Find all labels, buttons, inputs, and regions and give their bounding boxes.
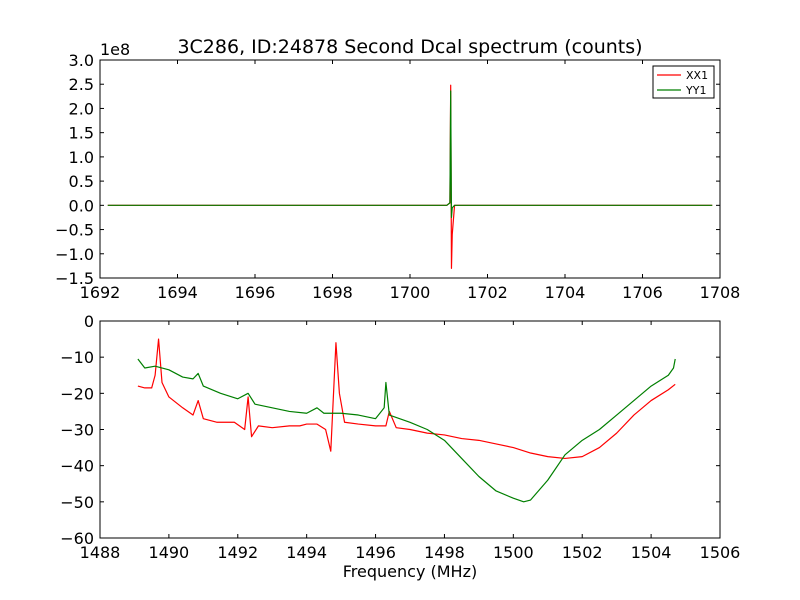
x-tick-label-1-1: 1490 — [149, 543, 190, 562]
x-tick-label-0-6: 1704 — [545, 283, 586, 302]
y-tick-label-1-2: −40 — [60, 457, 94, 476]
x-tick-label-1-5: 1498 — [424, 543, 465, 562]
x-tick-label-0-0: 1692 — [80, 283, 121, 302]
x-tick-label-1-3: 1494 — [286, 543, 327, 562]
x-tick-label-0-2: 1696 — [235, 283, 276, 302]
x-tick-label-1-8: 1504 — [631, 543, 672, 562]
x-tick-label-0-4: 1700 — [390, 283, 431, 302]
x-tick-label-1-7: 1502 — [562, 543, 603, 562]
legend-label-0: XX1 — [686, 69, 708, 82]
y-tick-label-0-0: −1.5 — [55, 269, 94, 288]
series-line-0-0 — [107, 84, 713, 269]
x-tick-label-0-7: 1706 — [622, 283, 663, 302]
y-tick-label-1-4: −20 — [60, 384, 94, 403]
y-scale-label: 1e8 — [100, 40, 130, 59]
x-tick-label-1-0: 1488 — [80, 543, 121, 562]
x-tick-label-0-8: 1708 — [700, 283, 741, 302]
x-tick-label-1-6: 1500 — [493, 543, 534, 562]
x-tick-label-0-5: 1702 — [467, 283, 508, 302]
y-tick-label-1-3: −30 — [60, 421, 94, 440]
x-axis-label: Frequency (MHz) — [343, 562, 477, 581]
y-tick-label-0-4: 0.5 — [69, 172, 94, 191]
x-tick-label-0-1: 1694 — [157, 283, 198, 302]
x-tick-label-1-4: 1496 — [355, 543, 396, 562]
y-tick-label-0-8: 2.5 — [69, 75, 94, 94]
series-line-1-1 — [137, 358, 676, 503]
legend-label-1: YY1 — [685, 84, 706, 97]
x-tick-label-1-2: 1492 — [217, 543, 258, 562]
y-tick-label-1-6: 0 — [84, 312, 94, 331]
x-tick-label-1-9: 1506 — [700, 543, 741, 562]
series-line-1-0 — [137, 338, 676, 460]
y-tick-label-0-5: 1.0 — [69, 148, 94, 167]
y-tick-label-0-7: 2.0 — [69, 99, 94, 118]
y-tick-label-1-0: −60 — [60, 529, 94, 548]
axes-frame-0 — [99, 59, 721, 279]
legend-box — [652, 65, 715, 99]
y-tick-label-0-6: 1.5 — [69, 124, 94, 143]
y-tick-label-0-1: −1.0 — [55, 245, 94, 264]
y-tick-label-1-1: −50 — [60, 493, 94, 512]
y-tick-label-0-2: −0.5 — [55, 221, 94, 240]
y-tick-label-0-9: 3.0 — [69, 51, 94, 70]
series-line-0-1 — [107, 90, 713, 219]
y-tick-label-0-3: 0.0 — [69, 196, 94, 215]
y-tick-label-1-5: −10 — [60, 348, 94, 367]
x-tick-label-0-3: 1698 — [312, 283, 353, 302]
chart-title: 3C286, ID:24878 Second Dcal spectrum (co… — [177, 36, 642, 58]
